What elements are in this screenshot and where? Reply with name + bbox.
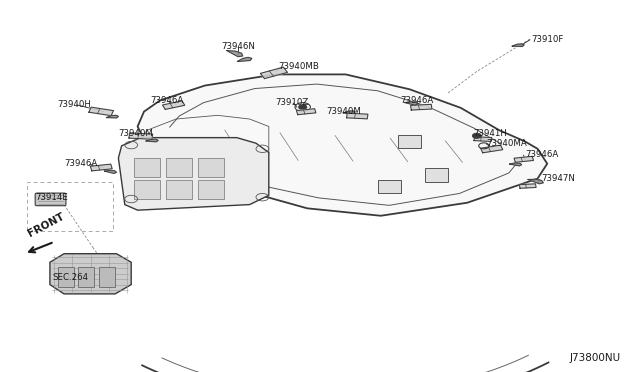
- Bar: [425, 168, 448, 182]
- Polygon shape: [90, 164, 112, 171]
- Polygon shape: [227, 51, 243, 57]
- Polygon shape: [89, 107, 113, 116]
- Circle shape: [299, 105, 307, 109]
- Text: 73914E: 73914E: [35, 193, 68, 202]
- Polygon shape: [138, 74, 547, 216]
- Polygon shape: [50, 254, 131, 294]
- Bar: [398, 135, 421, 148]
- Bar: [198, 158, 224, 177]
- Polygon shape: [512, 44, 524, 46]
- Polygon shape: [343, 111, 355, 113]
- Polygon shape: [106, 115, 118, 118]
- Polygon shape: [481, 145, 503, 153]
- Polygon shape: [129, 133, 153, 139]
- Bar: [378, 180, 401, 193]
- Polygon shape: [237, 57, 252, 61]
- Text: 73941H: 73941H: [474, 129, 508, 138]
- Bar: [134, 158, 160, 177]
- Polygon shape: [514, 156, 534, 162]
- Text: 73940M: 73940M: [118, 129, 153, 138]
- Polygon shape: [474, 137, 492, 141]
- Polygon shape: [146, 139, 158, 142]
- Bar: [99, 267, 115, 287]
- Text: 73946N: 73946N: [221, 42, 255, 51]
- Text: 73946A: 73946A: [64, 159, 97, 168]
- Text: 73940M: 73940M: [326, 107, 361, 116]
- Polygon shape: [404, 102, 418, 105]
- Text: 73946A: 73946A: [150, 96, 184, 105]
- Text: J73800NU: J73800NU: [570, 353, 621, 363]
- Bar: [58, 267, 74, 287]
- Bar: [198, 180, 224, 199]
- Text: 73940H: 73940H: [58, 100, 92, 109]
- Text: 73947N: 73947N: [541, 174, 575, 183]
- Text: 73946A: 73946A: [400, 96, 433, 105]
- Text: 73910Z: 73910Z: [275, 98, 308, 107]
- Polygon shape: [296, 109, 316, 115]
- Polygon shape: [260, 67, 287, 78]
- Text: 73946A: 73946A: [525, 150, 558, 159]
- Polygon shape: [509, 163, 522, 166]
- Text: 73940MB: 73940MB: [278, 62, 319, 71]
- Text: SEC.264: SEC.264: [52, 273, 88, 282]
- Bar: [166, 180, 192, 199]
- Polygon shape: [163, 101, 185, 109]
- Polygon shape: [528, 179, 543, 184]
- Polygon shape: [118, 138, 269, 210]
- Circle shape: [472, 133, 481, 138]
- Polygon shape: [520, 184, 536, 188]
- Polygon shape: [104, 170, 116, 173]
- Bar: [166, 158, 192, 177]
- Polygon shape: [347, 113, 368, 119]
- Bar: [78, 267, 94, 287]
- Polygon shape: [411, 104, 432, 110]
- Text: 73940MA: 73940MA: [486, 139, 527, 148]
- Text: 73910F: 73910F: [531, 35, 564, 44]
- Bar: [134, 180, 160, 199]
- Text: FRONT: FRONT: [26, 211, 66, 239]
- FancyBboxPatch shape: [35, 193, 66, 206]
